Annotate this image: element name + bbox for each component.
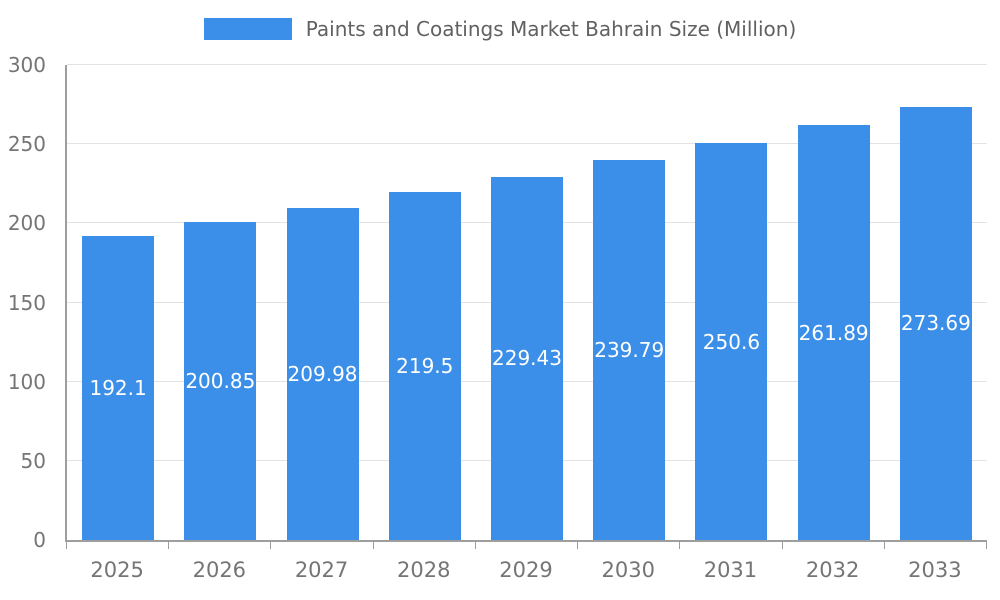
x-axis-tick <box>883 542 885 549</box>
x-axis-tick <box>66 542 67 549</box>
x-axis-tick <box>270 542 272 549</box>
bar-value-label: 192.1 <box>89 375 147 400</box>
x-axis-label-2033: 2033 <box>908 558 962 582</box>
chart-title: Paints and Coatings Market Bahrain Size … <box>305 17 797 41</box>
y-axis-label-300: 300 <box>7 53 46 77</box>
y-axis: 0 50 100 150 200 250 300 <box>0 53 58 552</box>
x-axis: 2025 2026 2027 2028 2029 2030 2031 2032 2033 <box>66 542 987 600</box>
bar-2028: 219.5 <box>388 192 461 540</box>
x-axis-label-2025: 2025 <box>90 558 144 582</box>
y-axis-label-50: 50 <box>20 448 46 473</box>
gridline-250 <box>67 143 987 145</box>
bar-value-label: 250.6 <box>702 329 761 354</box>
plot-area: 192.1 200.85 209.98 219.5 229.43 239.79 250.6 2… <box>65 64 987 542</box>
bar-2029: 229.43 <box>491 176 563 540</box>
x-axis-tick <box>781 542 783 549</box>
y-axis-label-150: 150 <box>7 290 46 315</box>
bar-value-label: 200.85 <box>185 369 256 393</box>
legend-swatch <box>203 18 292 40</box>
x-axis-label-2026: 2026 <box>192 558 247 582</box>
x-axis-tick <box>168 542 170 549</box>
gridline-300 <box>67 64 987 65</box>
x-axis-label-2032: 2032 <box>805 558 860 582</box>
x-axis-tick <box>372 542 374 549</box>
bar-value-label: 239.79 <box>594 338 665 363</box>
y-axis-label-200: 200 <box>7 211 46 236</box>
bar-value-label: 209.98 <box>287 361 358 386</box>
x-axis-tick <box>474 542 476 549</box>
bar-2026: 200.85 <box>184 222 257 540</box>
x-axis-tick <box>577 542 579 549</box>
y-axis-label-0: 0 <box>33 528 46 552</box>
x-axis-tick <box>986 542 987 549</box>
x-axis-label-2030: 2030 <box>601 558 655 582</box>
bar-value-label: 219.5 <box>396 354 454 379</box>
chart-legend[interactable]: Paints and Coatings Market Bahrain Size … <box>0 14 1000 44</box>
x-axis-tick <box>679 542 681 549</box>
bar-value-label: 273.69 <box>900 311 971 336</box>
bar-value-label: 229.43 <box>492 346 562 371</box>
x-axis-label-2028: 2028 <box>397 558 451 582</box>
bar-2032: 261.89 <box>797 125 870 540</box>
x-axis-label-2027: 2027 <box>294 558 349 582</box>
bar-2031: 250.6 <box>695 143 768 540</box>
y-axis-label-100: 100 <box>7 369 46 394</box>
bar-2033: 273.69 <box>899 106 972 540</box>
bar-2027: 209.98 <box>286 207 359 540</box>
bar-2030: 239.79 <box>593 160 666 540</box>
x-axis-label-2031: 2031 <box>703 558 758 582</box>
bar-value-label: 261.89 <box>798 320 869 345</box>
bar-2025: 192.1 <box>82 235 155 540</box>
x-axis-label-2029: 2029 <box>499 558 553 582</box>
y-axis-label-250: 250 <box>7 132 46 157</box>
